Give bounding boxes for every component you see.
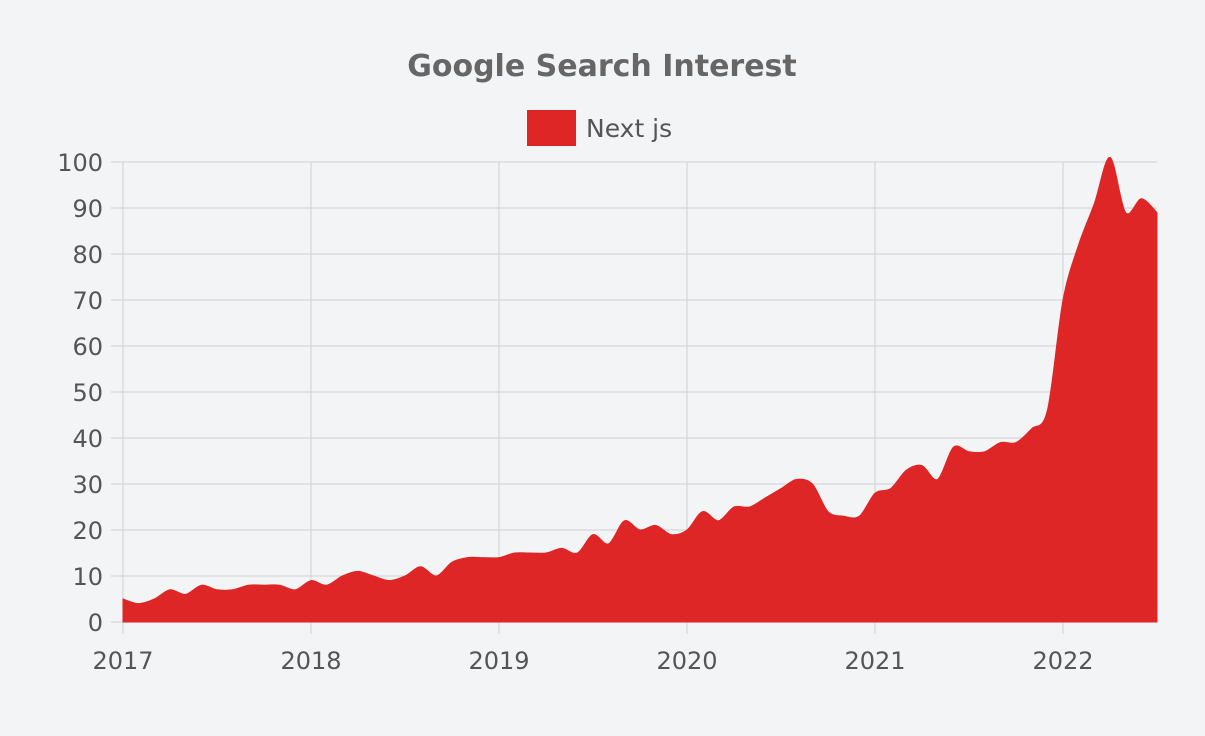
y-axis-labels: 0 10 20 30 40 50 60 70 80 90 100 (57, 149, 103, 637)
y-tick-label: 100 (57, 149, 103, 177)
x-tick-label: 2022 (1032, 647, 1093, 675)
series-area-path[interactable] (122, 156, 1158, 623)
x-tick-label: 2021 (844, 647, 905, 675)
series-area (122, 156, 1158, 623)
x-tick-label: 2019 (468, 647, 529, 675)
chart-title: Google Search Interest (407, 49, 797, 84)
y-tick-label: 80 (72, 241, 103, 269)
legend-label: Next js (586, 114, 672, 143)
y-tick-label: 0 (88, 609, 103, 637)
grid-lines (111, 161, 1157, 634)
y-tick-label: 30 (72, 471, 103, 499)
x-tick-label: 2020 (656, 647, 717, 675)
y-tick-label: 20 (72, 517, 103, 545)
legend[interactable]: Next js (527, 110, 672, 146)
legend-swatch (527, 110, 576, 146)
x-tick-label: 2017 (92, 647, 153, 675)
y-tick-label: 40 (72, 425, 103, 453)
y-tick-label: 10 (72, 563, 103, 591)
y-tick-label: 60 (72, 333, 103, 361)
y-tick-label: 70 (72, 287, 103, 315)
x-axis-labels: 2017 2018 2019 2020 2021 2022 (92, 647, 1093, 675)
x-tick-label: 2018 (280, 647, 341, 675)
y-tick-label: 50 (72, 379, 103, 407)
y-tick-label: 90 (72, 195, 103, 223)
